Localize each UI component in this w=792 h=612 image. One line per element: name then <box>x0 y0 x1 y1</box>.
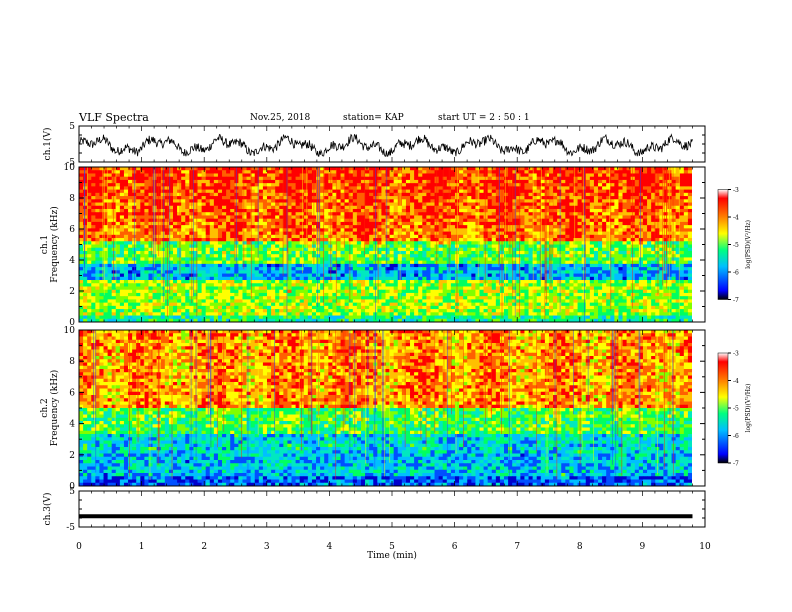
y-tick-label: 4 <box>69 256 75 266</box>
y-tick-label: -5 <box>66 158 75 168</box>
x-tick-label: 2 <box>201 542 207 552</box>
spectrogram-ch1 <box>79 167 692 322</box>
x-tick-label: 8 <box>577 542 583 552</box>
colorbar-tick-label: -5 <box>733 406 739 413</box>
colorbar-tick-label: -6 <box>733 433 739 440</box>
colorbar-tick-label: -5 <box>733 242 739 249</box>
colorbar-tick-label: -3 <box>733 351 739 358</box>
x-tick-label: 7 <box>514 542 520 552</box>
y-tick-label: 0 <box>69 482 75 492</box>
y-tick-label: 5 <box>69 487 75 497</box>
y-axis-label-frequency: Frequency (kHz) <box>49 370 60 447</box>
y-tick-label: 6 <box>69 225 75 235</box>
y-tick-label: 8 <box>69 357 75 367</box>
y-axis-label: ch.1(V) <box>42 128 53 161</box>
colorbar-label: log(PSD)(V²/Hz) <box>745 384 752 433</box>
y-tick-label: 10 <box>64 163 76 173</box>
ch1-waveform-line <box>78 133 693 157</box>
x-tick-label: 10 <box>699 542 711 552</box>
y-tick-label: 2 <box>69 287 75 297</box>
colorbar-label: log(PSD)(V²/Hz) <box>745 220 752 269</box>
spectrogram-blank-area <box>692 167 705 322</box>
y-tick-label: 2 <box>69 451 75 461</box>
colorbar <box>717 352 729 464</box>
x-tick-label: 0 <box>76 542 82 552</box>
x-tick-label: 6 <box>452 542 458 552</box>
y-axis-label-frequency: Frequency (kHz) <box>49 206 60 283</box>
date-label: Nov.25, 2018 <box>250 113 311 123</box>
y-tick-label: 10 <box>64 326 76 336</box>
colorbar-tick-label: -4 <box>733 215 739 222</box>
y-tick-label: 8 <box>69 194 75 204</box>
colorbar-tick-label: -6 <box>733 270 739 277</box>
x-tick-label: 1 <box>139 542 145 552</box>
y-tick-label: 4 <box>69 420 75 430</box>
spectrogram-ch2 <box>79 330 692 486</box>
x-axis-label: Time (min) <box>367 550 417 561</box>
y-axis-label: ch.3(V) <box>42 493 53 526</box>
y-tick-label: 6 <box>69 388 75 398</box>
y-tick-label: 5 <box>69 122 75 132</box>
y-axis-label-channel: ch.2 <box>40 398 50 417</box>
x-tick-label: 9 <box>640 542 646 552</box>
start-time-label: start UT = 2 : 50 : 1 <box>438 113 530 123</box>
x-tick-label: 5 <box>389 542 395 552</box>
station-label: station= KAP <box>343 113 404 123</box>
x-tick-label: 4 <box>327 542 333 552</box>
y-tick-label: 0 <box>69 318 75 328</box>
x-tick-label: 3 <box>264 542 270 552</box>
panel-frame <box>78 490 706 528</box>
y-tick-label: -5 <box>66 523 75 533</box>
y-axis-label-channel: ch.1 <box>40 235 50 254</box>
colorbar <box>717 189 729 300</box>
colorbar-tick-label: -3 <box>733 187 739 194</box>
spectrogram-blank-area <box>692 330 705 486</box>
colorbar-tick-label: -7 <box>733 461 739 468</box>
chart-title: VLF Spectra <box>79 111 149 124</box>
colorbar-tick-label: -4 <box>733 378 739 385</box>
colorbar-tick-label: -7 <box>733 297 739 304</box>
